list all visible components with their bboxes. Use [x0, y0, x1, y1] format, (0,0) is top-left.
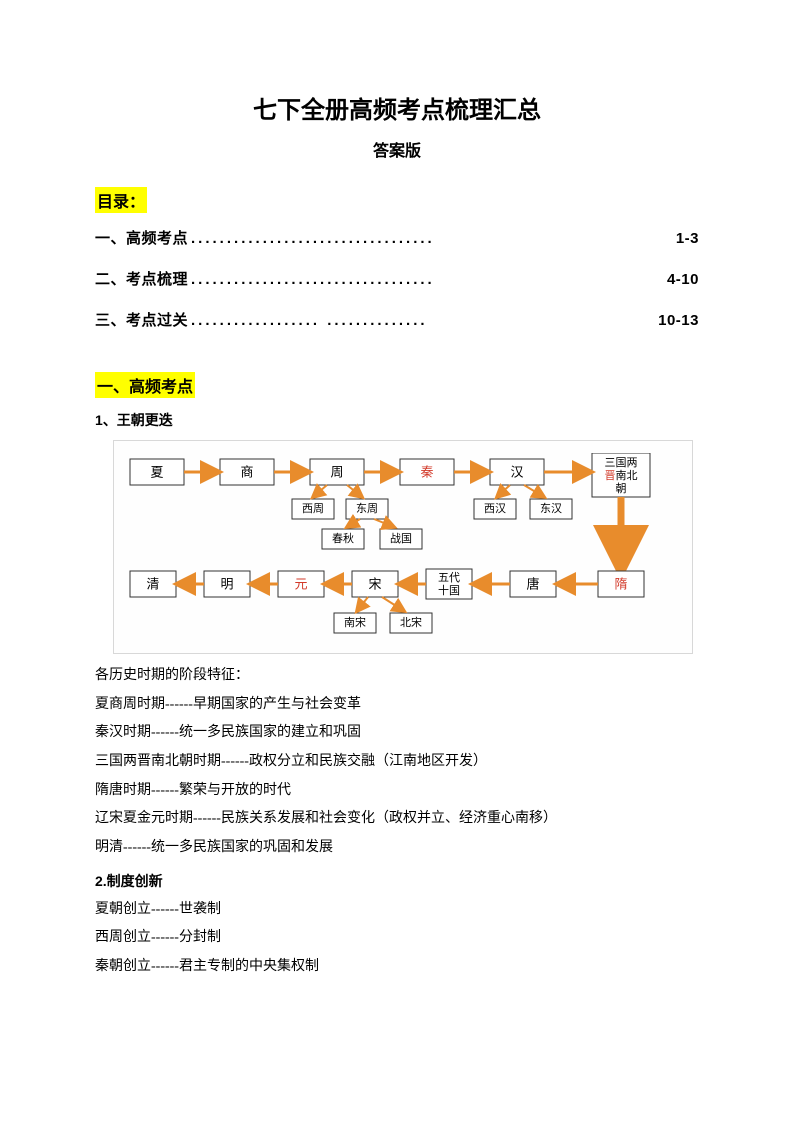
node-zhou: 周 [310, 459, 364, 485]
node-ming: 明 [204, 571, 250, 597]
toc-label: 三、考点过关 [95, 309, 188, 330]
node-chunqiu: 春秋 [322, 529, 364, 549]
node-zhanguo: 战国 [380, 529, 422, 549]
toc-header: 目录： [95, 187, 699, 213]
node-nansong: 南宋 [334, 613, 376, 633]
svg-text:东汉: 东汉 [540, 502, 562, 515]
dynasty-flowchart: 夏 商 周 秦 汉 三国两 晋南北 朝 西周 东周 春秋 战国 西汉 东汉 清 … [113, 440, 693, 654]
section-heading: 一、高频考点 [95, 372, 699, 398]
svg-text:明: 明 [220, 577, 233, 592]
toc-item: 三、考点过关 .................. ..............… [95, 309, 699, 330]
item-heading: 2.制度创新 [95, 867, 699, 896]
node-xia: 夏 [130, 459, 184, 485]
item-heading: 1、王朝更迭 [95, 410, 699, 430]
toc-dots: .................................. [188, 230, 676, 247]
svg-text:西汉: 西汉 [484, 502, 506, 515]
svg-text:西周: 西周 [302, 502, 324, 515]
svg-text:隋: 隋 [614, 577, 627, 592]
toc-dots: .................................. [188, 271, 667, 288]
node-donghan: 东汉 [530, 499, 572, 519]
svg-text:夏: 夏 [150, 465, 163, 480]
body-line: 秦汉时期------统一多民族国家的建立和巩固 [95, 719, 699, 748]
svg-text:唐: 唐 [526, 577, 539, 592]
svg-text:秦: 秦 [420, 465, 433, 480]
toc-label: 二、考点梳理 [95, 268, 188, 289]
flowchart-svg: 夏 商 周 秦 汉 三国两 晋南北 朝 西周 东周 春秋 战国 西汉 东汉 清 … [122, 453, 684, 643]
node-qing: 清 [130, 571, 176, 597]
svg-text:三国两: 三国两 [605, 456, 638, 469]
node-qin: 秦 [400, 459, 454, 485]
svg-text:汉: 汉 [510, 465, 523, 480]
svg-text:战国: 战国 [390, 532, 412, 545]
node-wudai: 五代 十国 [426, 569, 472, 599]
page-title: 七下全册高频考点梳理汇总 [95, 90, 699, 125]
svg-text:商: 商 [240, 465, 253, 480]
toc-dots: .................. .............. [188, 309, 658, 330]
page-subtitle: 答案版 [95, 137, 699, 161]
body-line: 夏商周时期------早期国家的产生与社会变革 [95, 691, 699, 720]
svg-text:周: 周 [330, 465, 343, 480]
node-beisong: 北宋 [390, 613, 432, 633]
node-xihan: 西汉 [474, 499, 516, 519]
body-line: 明清------统一多民族国家的巩固和发展 [95, 834, 699, 863]
node-yuan: 元 [278, 571, 324, 597]
svg-text:春秋: 春秋 [332, 531, 354, 545]
body-line: 辽宋夏金元时期------民族关系发展和社会变化（政权并立、经济重心南移） [95, 805, 699, 834]
node-sanguo: 三国两 晋南北 朝 [592, 453, 650, 497]
node-tang: 唐 [510, 571, 556, 597]
node-han: 汉 [490, 459, 544, 485]
node-sui: 隋 [598, 571, 644, 597]
toc-page: 1-3 [676, 230, 699, 247]
node-xizhou: 西周 [292, 499, 334, 519]
toc-item: 二、考点梳理 .................................… [95, 268, 699, 289]
toc-label: 一、高频考点 [95, 227, 188, 248]
body-intro: 各历史时期的阶段特征： [95, 662, 699, 691]
toc-page: 4-10 [667, 271, 699, 288]
section-heading-text: 一、高频考点 [95, 372, 195, 398]
svg-text:朝: 朝 [616, 482, 627, 495]
svg-text:晋南北: 晋南北 [605, 469, 638, 482]
body-line: 三国两晋南北朝时期------政权分立和民族交融（江南地区开发） [95, 748, 699, 777]
svg-text:十国: 十国 [438, 583, 460, 597]
toc-page: 10-13 [658, 312, 699, 329]
node-shang: 商 [220, 459, 274, 485]
node-song: 宋 [352, 571, 398, 597]
body-line: 秦朝创立------君主专制的中央集权制 [95, 953, 699, 982]
svg-text:宋: 宋 [368, 577, 381, 592]
body-block-1: 各历史时期的阶段特征： 夏商周时期------早期国家的产生与社会变革 秦汉时期… [95, 662, 699, 982]
svg-text:东周: 东周 [356, 502, 378, 515]
toc-item: 一、高频考点 .................................… [95, 227, 699, 248]
svg-text:南宋: 南宋 [344, 615, 366, 629]
svg-text:清: 清 [146, 577, 159, 592]
body-line: 隋唐时期------繁荣与开放的时代 [95, 777, 699, 806]
svg-text:元: 元 [294, 577, 307, 592]
body-line: 夏朝创立------世袭制 [95, 896, 699, 925]
body-line: 西周创立------分封制 [95, 924, 699, 953]
node-dongzhou: 东周 [346, 499, 388, 519]
toc-header-text: 目录： [95, 187, 147, 213]
svg-text:北宋: 北宋 [400, 615, 422, 629]
svg-text:五代: 五代 [438, 571, 460, 584]
